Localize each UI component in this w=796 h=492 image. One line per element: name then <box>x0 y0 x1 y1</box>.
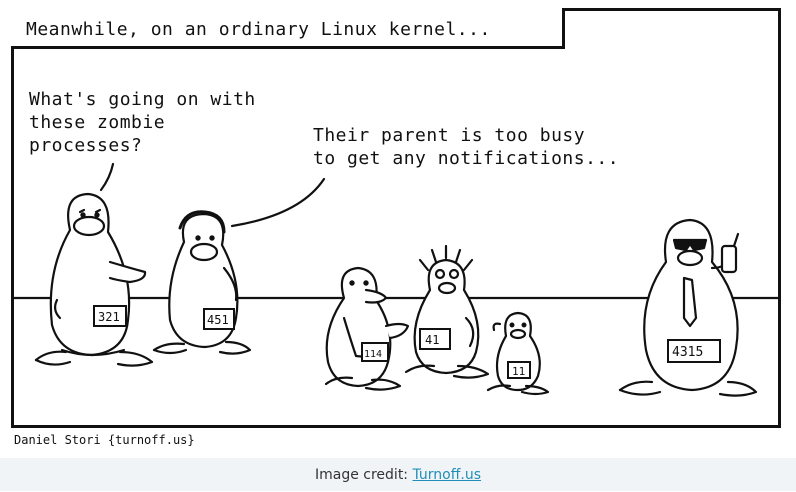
tag-114-box <box>361 342 389 362</box>
tag-451: 451 <box>207 313 229 327</box>
comic-caption: Meanwhile, on an ordinary Linux kernel..… <box>26 19 491 40</box>
tag-41: 41 <box>425 333 439 347</box>
penguin-114 <box>324 266 410 391</box>
tag-11-box <box>507 361 531 379</box>
tag-451-box <box>203 308 235 330</box>
speech-tail-right <box>230 177 326 228</box>
penguin-451 <box>152 210 252 355</box>
speech-right: Their parent is too busy to get any noti… <box>313 125 620 169</box>
penguin-321 <box>34 192 154 367</box>
tag-4315: 4315 <box>672 345 703 360</box>
speech-left: What's going on with these zombie proces… <box>29 89 256 156</box>
penguin-11 <box>486 311 550 396</box>
tag-41-box <box>419 328 451 350</box>
tag-114: 114 <box>364 349 382 360</box>
penguin-4315 <box>618 218 758 397</box>
comic-illustration: 321 451 114 41 11 4315 <box>12 162 780 397</box>
tag-321: 321 <box>98 310 120 324</box>
tag-11: 11 <box>512 365 525 378</box>
comic-signature: Daniel Stori {turnoff.us} <box>14 433 195 447</box>
image-credit-prefix: Image credit: <box>314 467 413 483</box>
caption-box <box>11 8 565 49</box>
penguin-41 <box>404 244 490 379</box>
image-credit-bar: Image credit: Turnoff.us <box>0 458 796 491</box>
tag-321-box <box>93 305 127 327</box>
image-credit-link[interactable]: Turnoff.us <box>412 467 481 483</box>
tag-4315-box <box>667 339 721 363</box>
speech-tail-left <box>99 162 115 192</box>
